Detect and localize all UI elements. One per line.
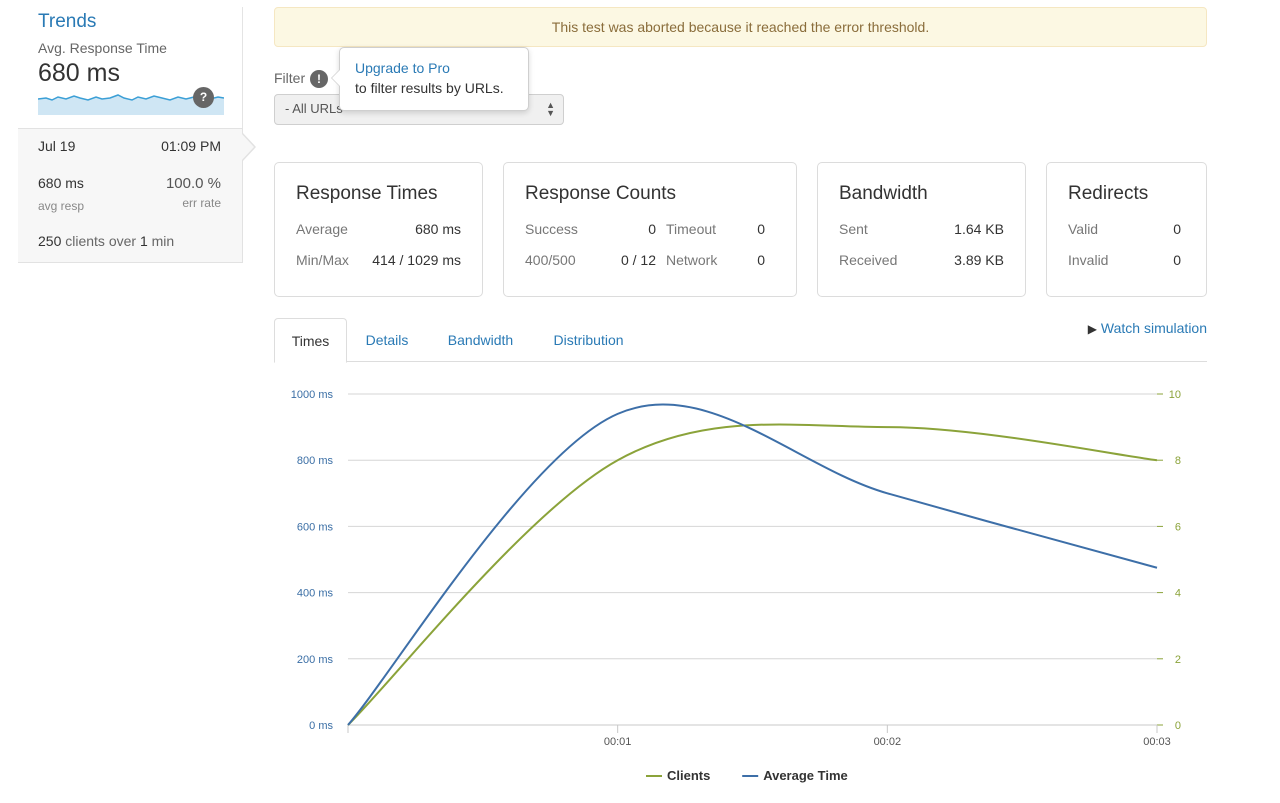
y-right-tick-label: 2	[1175, 654, 1181, 666]
trend-clients: 250 clients over 1 min	[38, 233, 174, 249]
y-right-tick-label: 4	[1175, 588, 1181, 600]
info-icon[interactable]: !	[310, 70, 328, 88]
clients-count: 250	[38, 233, 62, 249]
card-response-times: Response Times Average 680 ms Min/Max 41…	[274, 162, 483, 297]
network-value: 0	[757, 252, 765, 268]
chart-series	[347, 403, 1158, 726]
trend-summary-box[interactable]: Jul 19 01:09 PM 680 ms avg resp 100.0 % …	[18, 128, 243, 263]
card-bandwidth: Bandwidth Sent 1.64 KB Received 3.89 KB	[817, 162, 1026, 297]
y-left-tick-label: 600 ms	[297, 521, 334, 533]
received-value: 3.89 KB	[954, 252, 1004, 268]
tooltip-text: to filter results by URLs.	[355, 80, 504, 96]
timeout-value: 0	[757, 221, 765, 237]
card-title: Response Times	[296, 183, 438, 204]
card-title: Redirects	[1068, 183, 1149, 204]
url-filter-value: - All URLs	[285, 101, 343, 116]
card-title: Bandwidth	[839, 183, 928, 204]
success-value: 0	[648, 221, 656, 237]
chart-tabs: Times Details Bandwidth Distribution	[274, 318, 1207, 363]
sparkline-chart	[38, 94, 224, 115]
sent-value: 1.64 KB	[954, 221, 1004, 237]
trend-date: Jul 19	[38, 138, 76, 154]
legend-label: Average Time	[763, 768, 848, 783]
tab-times[interactable]: Times	[274, 318, 347, 363]
sparkline-fill	[38, 95, 224, 115]
tab-details[interactable]: Details	[365, 332, 409, 348]
clients-duration: 1	[139, 233, 148, 249]
y-right-tick-label: 8	[1175, 455, 1181, 467]
filter-label: Filter	[274, 70, 306, 86]
card-title: Response Counts	[525, 183, 677, 204]
y-right-tick-label: 6	[1175, 521, 1181, 533]
clients-unit: min	[147, 233, 175, 249]
legend-label: Clients	[667, 768, 710, 783]
trend-err-label: err rate	[182, 196, 221, 210]
y-left-tick-label: 0 ms	[309, 720, 333, 732]
trends-value: 680 ms	[38, 59, 120, 87]
chart-legend: Clients Average Time	[646, 768, 848, 783]
average-value: 680 ms	[415, 221, 461, 237]
timeout-label: Timeout	[666, 221, 717, 237]
watch-simulation-label: Watch simulation	[1100, 320, 1207, 336]
y-left-tick-label: 1000 ms	[291, 389, 334, 401]
clients-mid: clients over	[61, 233, 140, 249]
x-tick-label: 00:01	[604, 736, 632, 748]
y-right-tick-label: 0	[1175, 720, 1181, 732]
received-label: Received	[839, 252, 898, 268]
trend-time: 01:09 PM	[161, 138, 221, 154]
y-axis-right: 0 2 4 6 8 10	[1157, 389, 1181, 732]
card-redirects: Redirects Valid 0 Invalid 0	[1046, 162, 1207, 297]
selection-arrow-inner	[241, 133, 254, 161]
trend-err-value: 100.0 %	[165, 175, 221, 192]
series-line-clients	[347, 423, 1158, 726]
trends-subtitle: Avg. Response Time	[38, 40, 167, 56]
trends-panel: Trends Avg. Response Time 680 ms ? Jul 1…	[18, 7, 256, 263]
sent-label: Sent	[839, 221, 868, 237]
minmax-label: Min/Max	[296, 252, 349, 268]
error-4xx5xx-label: 400/500	[525, 252, 576, 268]
chart-grid	[348, 393, 1157, 726]
y-axis-left: 0 ms 200 ms 400 ms 600 ms 800 ms 1000 ms	[291, 389, 334, 732]
invalid-value: 0	[1173, 252, 1181, 268]
y-left-tick-label: 200 ms	[297, 654, 334, 666]
tab-bandwidth[interactable]: Bandwidth	[447, 332, 514, 348]
sparkline-line	[38, 94, 224, 101]
valid-label: Valid	[1068, 221, 1099, 237]
y-left-tick-label: 800 ms	[297, 455, 334, 467]
trends-title[interactable]: Trends	[38, 11, 97, 32]
y-left-tick-label: 400 ms	[297, 588, 334, 600]
play-icon: ▶	[1087, 322, 1097, 336]
series-line-average-time	[347, 403, 1158, 726]
trend-avg-value: 680 ms	[38, 175, 84, 191]
success-label: Success	[525, 221, 578, 237]
upgrade-to-pro-link[interactable]: Upgrade to Pro	[355, 60, 450, 76]
select-arrows-icon: ▲ ▼	[546, 100, 555, 118]
x-tick-label: 00:03	[1143, 736, 1171, 748]
tab-distribution[interactable]: Distribution	[553, 332, 624, 348]
error-threshold-alert: This test was aborted because it reached…	[274, 7, 1207, 47]
times-chart: 0 ms 200 ms 400 ms 600 ms 800 ms 1000 ms 0 2 4 6…	[291, 389, 1181, 783]
y-right-tick-label: 10	[1169, 389, 1181, 401]
trend-avg-label: avg resp	[38, 199, 85, 213]
error-4xx5xx-value: 0 / 12	[620, 252, 656, 268]
trends-header: Trends Avg. Response Time 680 ms ?	[18, 7, 243, 128]
x-tick-label: 00:02	[874, 736, 902, 748]
invalid-label: Invalid	[1068, 252, 1109, 268]
help-icon[interactable]: ?	[193, 87, 214, 108]
minmax-value: 414 / 1029 ms	[372, 252, 461, 268]
upgrade-tooltip: Upgrade to Pro to filter results by URLs…	[331, 47, 529, 111]
valid-value: 0	[1173, 221, 1181, 237]
card-response-counts: Response Counts Success 0 Timeout 0 400/…	[503, 162, 797, 297]
network-label: Network	[666, 252, 718, 268]
x-axis: 00:01 00:02 00:03	[347, 725, 1171, 748]
watch-simulation-link[interactable]: ▶ Watch simulation	[1088, 320, 1207, 336]
average-label: Average	[296, 221, 348, 237]
